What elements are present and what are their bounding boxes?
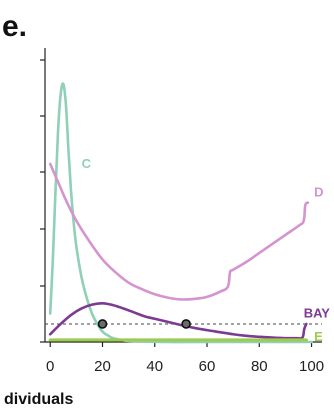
series-line-d <box>50 164 308 300</box>
intersection-marker <box>98 320 106 328</box>
panel-letter: e. <box>2 10 27 43</box>
series-label-d: D <box>314 184 323 199</box>
x-tick-label: 60 <box>199 358 216 375</box>
x-tick-label: 100 <box>299 358 324 375</box>
series-label-c: C <box>82 156 92 171</box>
x-tick-label: 0 <box>46 358 54 375</box>
series-label-e: E <box>314 329 323 344</box>
x-tick-label: 40 <box>146 358 163 375</box>
x-tick-label: 20 <box>94 358 111 375</box>
intersection-marker <box>182 320 190 328</box>
series-line-bay <box>50 303 306 338</box>
series-label-bay: BAY <box>304 306 331 321</box>
series-line-c <box>50 84 311 343</box>
x-axis-title: dividuals <box>4 391 73 408</box>
chart-series-labels: C D BAY E <box>82 156 331 344</box>
x-tick-label: 80 <box>251 358 268 375</box>
chart-series <box>50 84 311 343</box>
